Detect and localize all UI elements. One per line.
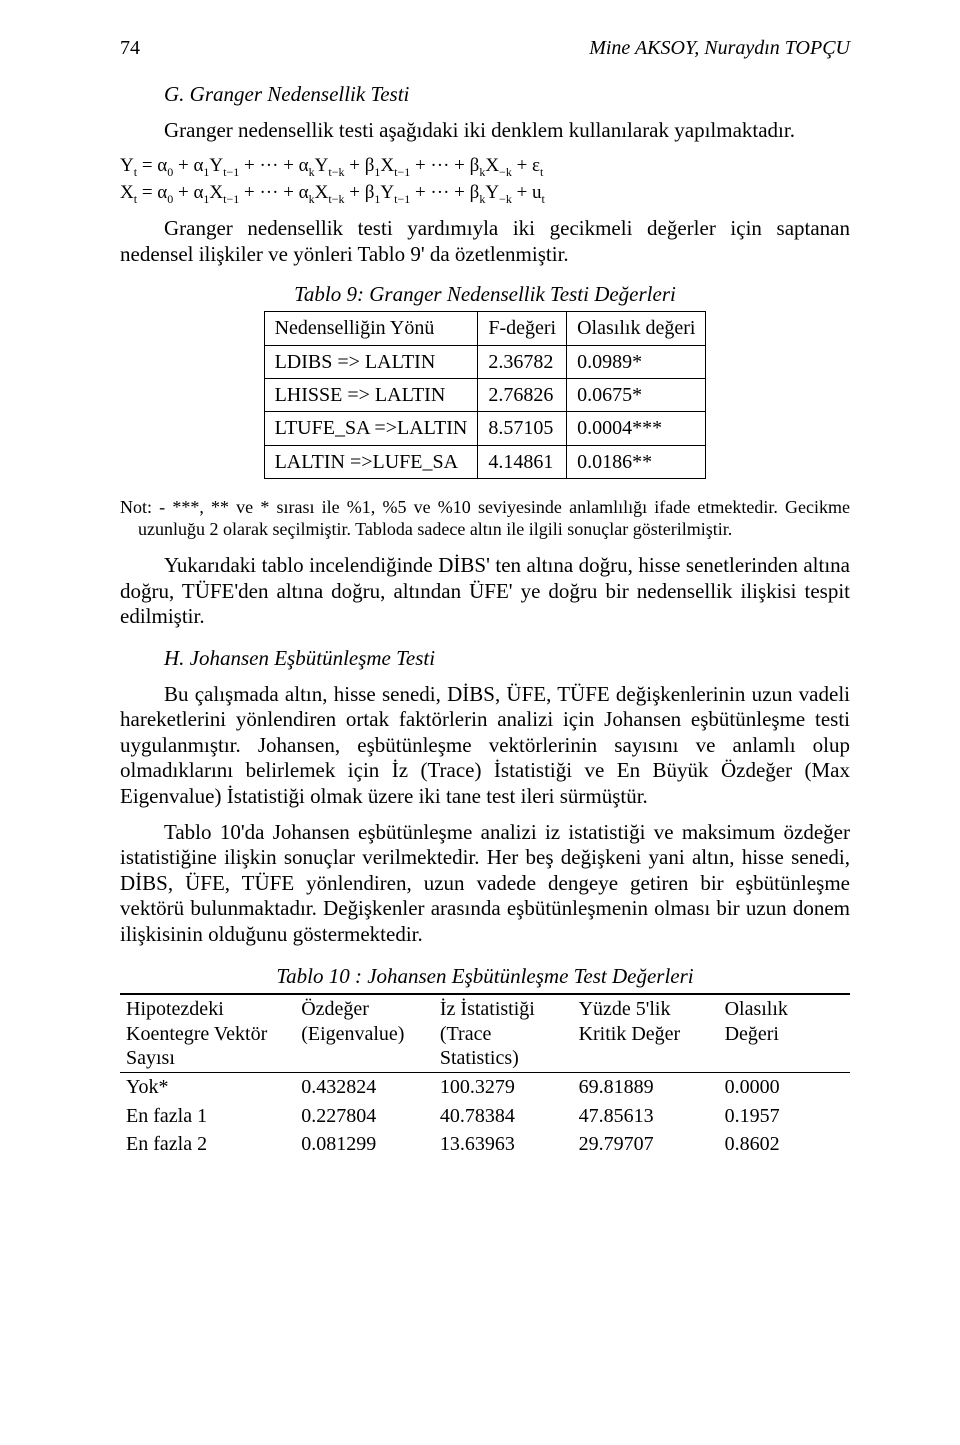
section-h-heading: H. Johansen Eşbütünleşme Testi [120,646,850,672]
paragraph-g3: Yukarıdaki tablo incelendiğinde DİBS' te… [120,553,850,630]
paragraph-h2: Tablo 10'da Johansen eşbütünleşme analiz… [120,820,850,948]
table9-col2: Olasılık değeri [567,312,706,345]
table10-col3: Yüzde 5'lik Kritik Değer [573,994,719,1073]
table10-col0: Hipotezdeki Koentegre Vektör Sayısı [120,994,295,1073]
table-row: Nedenselliğin Yönü F-değeri Olasılık değ… [264,312,706,345]
table-row: En fazla 2 0.081299 13.63963 29.79707 0.… [120,1130,850,1158]
table9-col0: Nedenselliğin Yönü [264,312,478,345]
granger-equations: Yt = α0 + α1Yt−1 + ··· + αkYt−k + β1Xt−1… [120,154,850,207]
table-row: LDIBS => LALTIN 2.36782 0.0989* [264,345,706,378]
table-row: LALTIN =>LUFE_SA 4.14861 0.0186** [264,445,706,478]
table9-note: Not: - ***, ** ve * sırası ile %1, %5 ve… [120,497,850,541]
table10-col1: Özdeğer (Eigenvalue) [295,994,434,1073]
table-row: Yok* 0.432824 100.3279 69.81889 0.0000 [120,1073,850,1102]
table-row: En fazla 1 0.227804 40.78384 47.85613 0.… [120,1102,850,1130]
author-names: Mine AKSOY, Nuraydın TOPÇU [589,36,850,60]
paragraph-g2: Granger nedensellik testi yardımıyla iki… [120,216,850,267]
table10-caption: Tablo 10 : Johansen Eşbütünleşme Test De… [120,964,850,990]
table10-col4: Olasılık Değeri [719,994,850,1073]
paragraph-g1: Granger nedensellik testi aşağıdaki iki … [120,118,850,144]
table9-col1: F-değeri [478,312,567,345]
running-header: 74 Mine AKSOY, Nuraydın TOPÇU [120,36,850,60]
paragraph-h1: Bu çalışmada altın, hisse senedi, DİBS, … [120,682,850,810]
table9: Nedenselliğin Yönü F-değeri Olasılık değ… [264,311,707,479]
section-g-heading: G. Granger Nedensellik Testi [120,82,850,108]
table-row: Hipotezdeki Koentegre Vektör Sayısı Özde… [120,994,850,1073]
table-row: LHISSE => LALTIN 2.76826 0.0675* [264,379,706,412]
page-number: 74 [120,36,140,60]
table9-caption: Tablo 9: Granger Nedensellik Testi Değer… [120,282,850,308]
table10: Hipotezdeki Koentegre Vektör Sayısı Özde… [120,993,850,1158]
table10-col2: İz İstatistiği (Trace Statistics) [434,994,573,1073]
table-row: LTUFE_SA =>LALTIN 8.57105 0.0004*** [264,412,706,445]
